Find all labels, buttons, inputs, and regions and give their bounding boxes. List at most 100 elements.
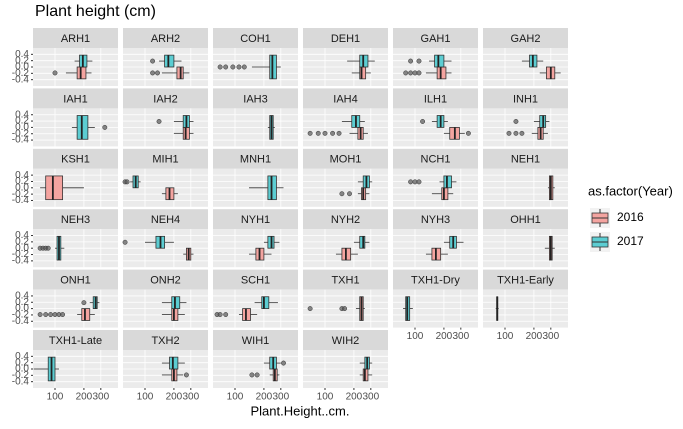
outlier	[156, 119, 162, 124]
facet-label: NEH4	[151, 214, 180, 226]
x-tick-label: 300	[272, 392, 289, 403]
x-tick-label: 100	[497, 331, 514, 342]
y-tick-label: -0.4	[12, 74, 30, 85]
facet-label: GAH2	[511, 33, 541, 45]
strip	[303, 209, 388, 230]
strip	[213, 209, 298, 230]
outlier	[102, 124, 108, 130]
outlier	[183, 372, 189, 378]
strip	[33, 148, 118, 169]
outlier	[45, 245, 51, 251]
facet-label: ONH2	[150, 275, 181, 287]
y-tick-label: -0.2	[12, 370, 30, 381]
outlier	[52, 70, 58, 76]
y-tick-label: -0.4	[12, 316, 30, 327]
strip	[303, 88, 388, 109]
facet-label: NEH3	[61, 214, 90, 226]
outlier	[420, 119, 426, 124]
y-tick-label: 0.2	[15, 116, 29, 127]
strip	[33, 28, 118, 48]
outlier	[43, 312, 49, 317]
facet-label: WIH2	[332, 335, 360, 347]
strip	[213, 269, 298, 290]
facet-label: TXH1	[331, 275, 359, 287]
box	[359, 235, 366, 249]
outlier	[307, 306, 313, 312]
outlier	[307, 130, 313, 136]
outlier	[330, 130, 336, 136]
strip	[393, 88, 478, 109]
facet-label: TXH1-Early	[497, 275, 554, 287]
strip	[393, 269, 478, 290]
legend-label: 2016	[617, 210, 644, 224]
outlier	[37, 312, 43, 317]
strip	[213, 148, 298, 169]
strip	[123, 28, 208, 48]
facet-label: TXH1-Dry	[411, 275, 460, 287]
strip	[303, 269, 388, 290]
outlier	[150, 58, 156, 64]
facet-label: COH1	[240, 33, 271, 45]
facet-label: WIH1	[242, 335, 270, 347]
facet-label: MOH1	[330, 154, 362, 166]
outlier	[122, 239, 128, 245]
facet-label: GAH1	[421, 33, 451, 45]
facet-label: KSH1	[61, 154, 90, 166]
outlier	[281, 360, 286, 366]
y-tick-label: 0.2	[15, 176, 29, 187]
strip	[123, 209, 208, 230]
outlier	[513, 119, 519, 124]
facet-label: MNH1	[240, 154, 271, 166]
facet-label: ARH1	[61, 33, 90, 45]
facet-label: TXH2	[151, 335, 179, 347]
strip	[213, 88, 298, 109]
outlier	[322, 130, 328, 136]
strip	[303, 148, 388, 169]
facet-label: SCH1	[241, 275, 270, 287]
y-tick-label: 0.2	[15, 55, 29, 66]
y-tick-label: -0.4	[12, 256, 30, 267]
outlier	[155, 70, 160, 76]
y-tick-label: 0.4	[15, 109, 29, 120]
strip	[33, 269, 118, 290]
box	[434, 54, 445, 68]
y-tick-label: 0.2	[15, 237, 29, 248]
outlier	[48, 312, 54, 317]
x-tick-label: 100	[47, 392, 64, 403]
strip	[483, 88, 568, 109]
facet-label: DEH1	[331, 33, 360, 45]
outlier	[315, 130, 321, 136]
strip	[393, 148, 478, 169]
y-tick-label: 0.4	[15, 291, 29, 302]
outlier	[465, 130, 471, 136]
y-tick-label: 0.0	[15, 182, 29, 193]
outlier	[223, 312, 229, 317]
strip	[483, 28, 568, 48]
outlier	[150, 70, 156, 76]
facet-label: NYH1	[241, 214, 270, 226]
y-tick-label: -0.2	[12, 68, 30, 79]
y-tick-label: 0.4	[15, 351, 29, 362]
y-tick-label: -0.2	[12, 189, 30, 200]
outlier	[241, 64, 247, 70]
outlier	[230, 64, 236, 70]
outlier	[408, 70, 414, 76]
facet-label: IAH1	[63, 93, 87, 105]
facet-label: IAH2	[153, 93, 177, 105]
y-tick-label: -0.2	[12, 249, 30, 260]
strip	[393, 28, 478, 48]
facet-label: ARH2	[151, 33, 180, 45]
outlier	[217, 312, 223, 317]
outlier	[81, 300, 87, 306]
outlier	[342, 306, 348, 312]
facet-label: NCH1	[421, 154, 451, 166]
x-tick-label: 300	[92, 392, 109, 403]
x-tick-label: 200	[76, 392, 93, 403]
x-tick-label: 200	[256, 392, 273, 403]
y-tick-label: -0.2	[12, 128, 30, 139]
x-tick-label: 100	[137, 392, 154, 403]
box	[441, 187, 449, 201]
y-tick-label: 0.4	[15, 49, 29, 60]
strip	[483, 209, 568, 230]
x-axis-title: Plant.Height..cm.	[251, 403, 350, 418]
